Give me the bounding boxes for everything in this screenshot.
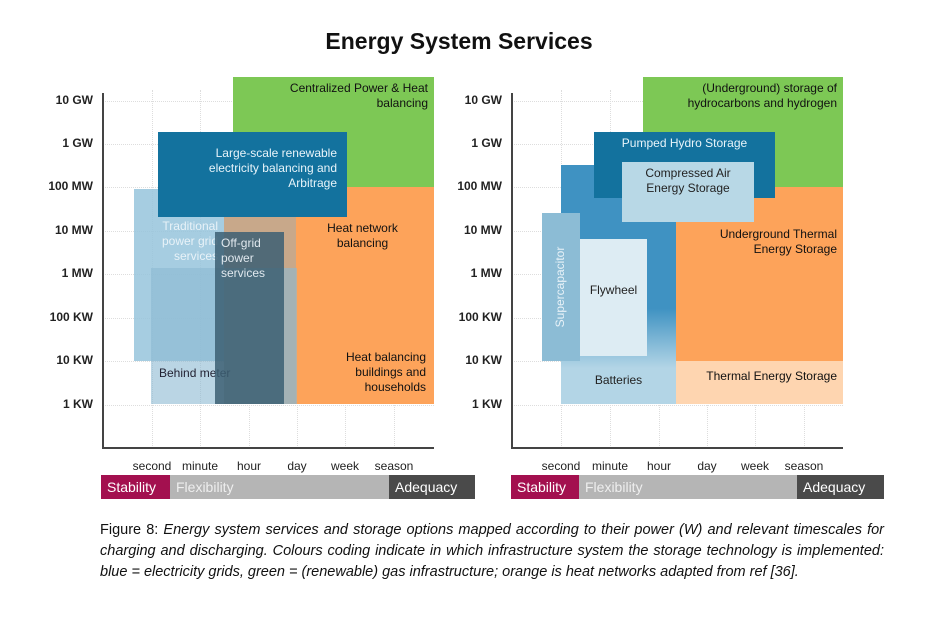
x-axis: [102, 447, 434, 449]
x-tick-label: hour: [646, 459, 672, 473]
band-flexibility: Flexibility: [170, 475, 389, 499]
band-flexibility: Flexibility: [579, 475, 797, 499]
y-tick-label: 1 KW: [63, 397, 93, 411]
band-adequacy: Adequacy: [797, 475, 884, 499]
figure-caption: Figure 8: Energy system services and sto…: [100, 520, 884, 583]
region-heat-buildings: Heat balancing buildings and households: [345, 350, 426, 394]
x-tick-label: week: [740, 459, 769, 473]
y-tick-label: 1 MW: [470, 266, 502, 280]
x-tick-label: second: [132, 459, 172, 473]
y-tick-label: 10 KW: [465, 353, 502, 367]
y-axis: [102, 93, 104, 449]
y-tick-label: 1 GW: [471, 136, 502, 150]
region-caes: Compressed Air Energy Storage: [622, 162, 754, 222]
x-tick-label: minute: [181, 459, 219, 473]
x-tick-label: day: [287, 459, 307, 473]
region-heat-label: Heat network balancing: [327, 221, 398, 250]
x-tick-label: day: [697, 459, 717, 473]
region-flywheel: Flywheel: [580, 239, 647, 356]
band-adequacy: Adequacy: [389, 475, 475, 499]
region-large-scale: Large-scale renewable electricity balanc…: [158, 132, 347, 217]
caption-label: Figure 8:: [100, 522, 159, 538]
y-axis: [511, 93, 513, 449]
band-stability: Stability: [511, 475, 579, 499]
x-tick-label: season: [784, 459, 824, 473]
caption-text: Energy system services and storage optio…: [100, 522, 884, 580]
band-stability: Stability: [101, 475, 170, 499]
y-gridline: [103, 405, 434, 406]
region-tes: Thermal Energy Storage: [676, 361, 843, 404]
x-tick-label: minute: [591, 459, 629, 473]
region-heat: [286, 187, 434, 404]
y-tick-label: 10 KW: [56, 353, 93, 367]
caption-ref: [36].: [770, 564, 799, 580]
y-tick-label: 100 KW: [49, 310, 93, 324]
region-supercapacitor: [542, 213, 580, 361]
y-tick-label: 1 MW: [61, 266, 93, 280]
x-tick-label: season: [374, 459, 414, 473]
x-tick-label: hour: [236, 459, 262, 473]
region-utes: Underground Thermal Energy Storage: [676, 187, 843, 361]
y-tick-label: 100 MW: [48, 179, 93, 193]
region-offgrid: Off-grid power services: [215, 232, 284, 404]
y-tick-label: 1 GW: [62, 136, 93, 150]
x-axis: [511, 447, 843, 449]
x-tick-label: second: [541, 459, 581, 473]
region-supercapacitor-label: Supercapacitor: [553, 246, 567, 328]
x-tick-label: week: [330, 459, 359, 473]
y-tick-label: 10 GW: [464, 93, 502, 107]
y-gridline: [512, 405, 843, 406]
y-tick-label: 100 KW: [458, 310, 502, 324]
y-tick-label: 1 KW: [472, 397, 502, 411]
y-tick-label: 10 MW: [54, 223, 93, 237]
y-tick-label: 100 MW: [457, 179, 502, 193]
y-tick-label: 10 MW: [463, 223, 502, 237]
figure-title: Energy System Services: [325, 28, 593, 54]
y-tick-label: 10 GW: [55, 93, 93, 107]
